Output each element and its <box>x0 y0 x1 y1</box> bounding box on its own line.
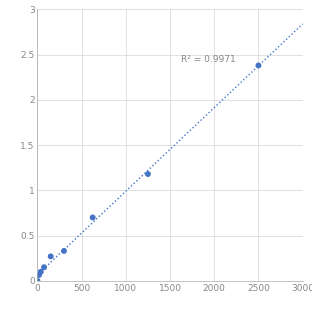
Point <box>37 272 41 277</box>
Point <box>90 215 95 220</box>
Text: R² = 0.9971: R² = 0.9971 <box>181 55 235 64</box>
Point <box>38 269 43 274</box>
Point <box>256 63 261 68</box>
Point <box>48 254 53 259</box>
Point <box>61 248 66 253</box>
Point <box>41 265 46 270</box>
Point <box>35 278 40 283</box>
Point <box>145 172 150 177</box>
